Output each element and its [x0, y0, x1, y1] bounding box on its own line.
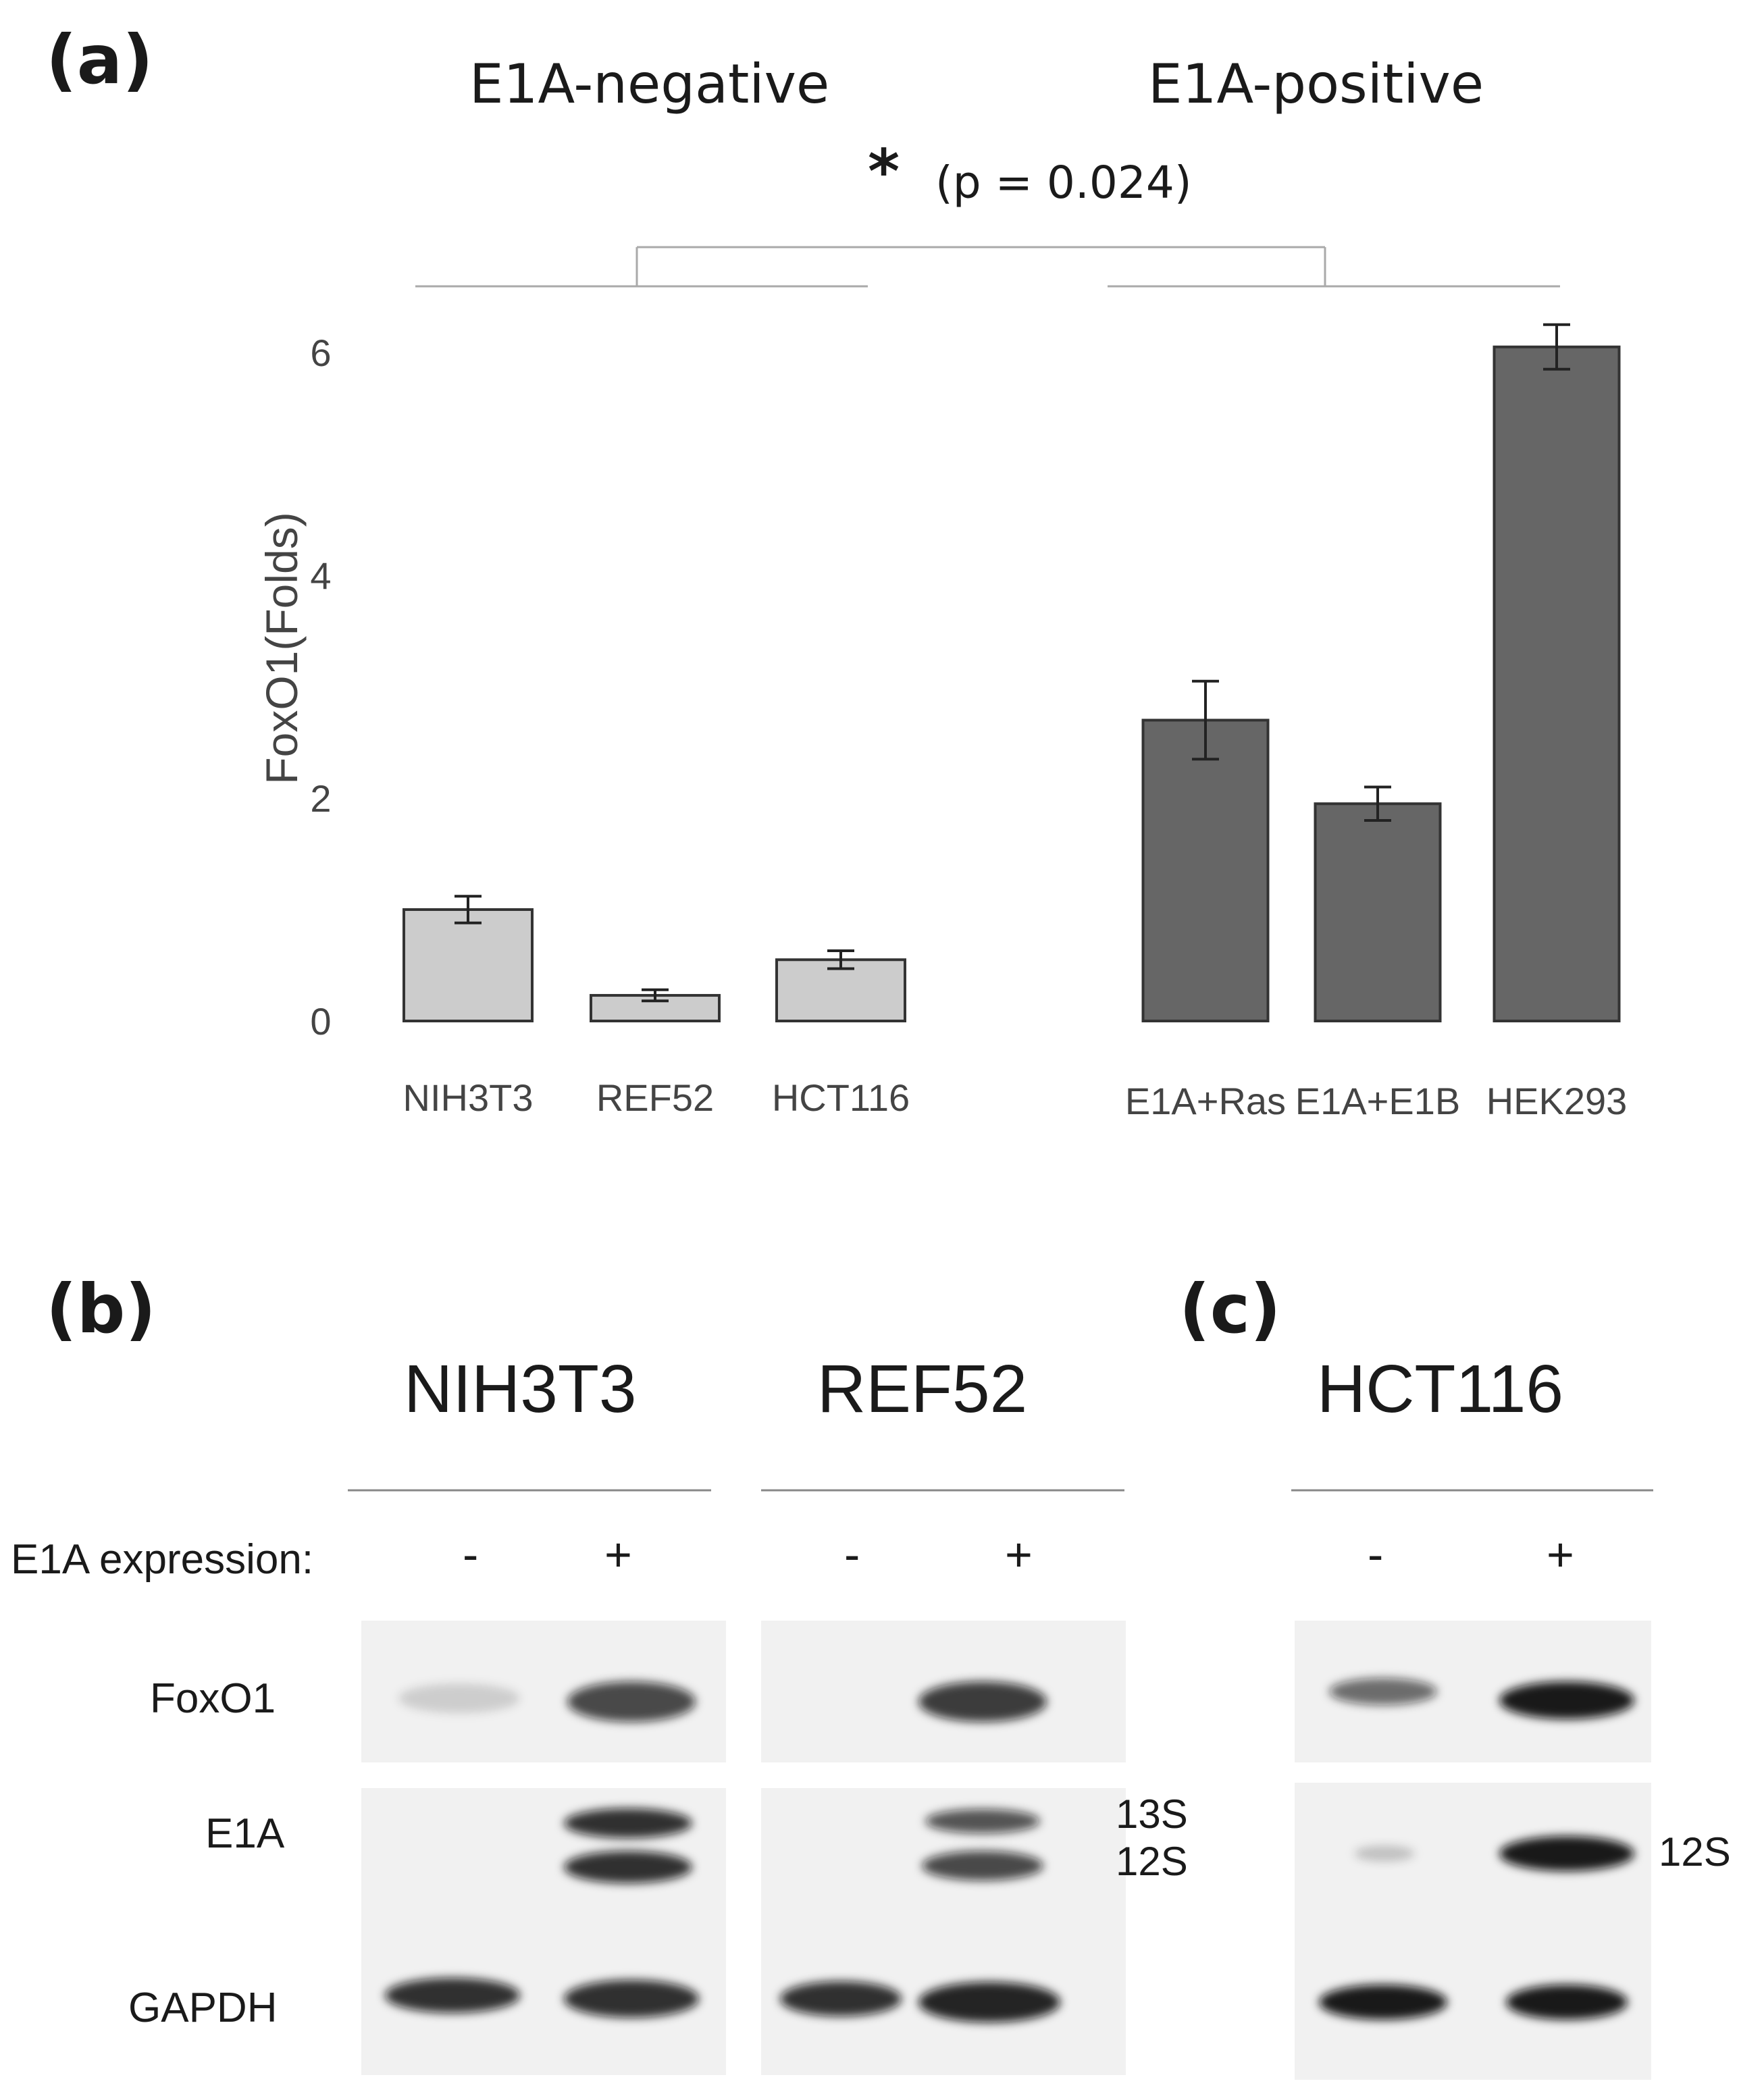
blot-band [1499, 1681, 1634, 1719]
sign-nih3t3-plus: + [604, 1528, 632, 1581]
row-label-foxo1: FoxO1 [150, 1675, 276, 1722]
western-blots [361, 1621, 1651, 2080]
blot-band [385, 1978, 520, 2013]
sign-ref52-minus: - [844, 1528, 860, 1581]
blot-band [1499, 1836, 1634, 1871]
x-tick-hek293: HEK293 [1486, 1080, 1628, 1122]
blot-band [1506, 1985, 1628, 2020]
bar-layer [403, 323, 1621, 1023]
blot-band [564, 1980, 699, 2018]
y-tick-layer: 0 2 4 6 [310, 332, 331, 1043]
blot-band [564, 1808, 692, 1838]
sign-hct116-minus: - [1368, 1528, 1384, 1581]
bar-e1a-ras [1141, 718, 1270, 1022]
panel-a-label: (a) [46, 20, 153, 99]
group-label-e1a-positive: E1A-positive [1148, 53, 1484, 115]
x-tick-e1a-ras: E1A+Ras [1125, 1080, 1286, 1122]
error-bar-e1a-ras [1192, 679, 1219, 761]
cell-line-title-hct116: HCT116 [1317, 1351, 1563, 1427]
panel-b-label: (b) [46, 1269, 156, 1348]
blot-band [1329, 1678, 1437, 1705]
e1a-expression-label: E1A expression: [11, 1536, 314, 1583]
blot-band [398, 1683, 520, 1713]
x-tick-hct116: HCT116 [772, 1076, 910, 1119]
bar-e1a-e1b [1314, 802, 1442, 1022]
y-tick-0: 0 [310, 1000, 331, 1043]
x-tick-layer: NIH3T3 REF52 HCT116 E1A+Ras E1A+E1B HEK293 [403, 1076, 1628, 1122]
blot-band [1319, 1985, 1447, 2020]
band-label-13s: 13S [1116, 1791, 1188, 1837]
blot-band [918, 1681, 1047, 1722]
blot-band [922, 1851, 1043, 1881]
x-tick-e1a-e1b: E1A+E1B [1295, 1080, 1460, 1122]
sign-hct116-plus: + [1547, 1528, 1574, 1581]
band-label-12s: 12S [1116, 1839, 1188, 1884]
sign-ref52-plus: + [1005, 1528, 1033, 1581]
y-tick-2: 2 [310, 777, 331, 820]
error-bar-hct116 [827, 949, 854, 970]
error-bar-e1a-e1b [1364, 785, 1391, 822]
blot-band [925, 1809, 1040, 1833]
error-bar-hek293 [1543, 323, 1570, 371]
group-label-e1a-negative: E1A-negative [469, 53, 830, 115]
row-label-gapdh: GAPDH [128, 1985, 278, 2031]
error-bar-ref52 [642, 988, 669, 1003]
y-tick-6: 6 [310, 332, 331, 374]
significance-p-value: (p = 0.024) [935, 157, 1192, 209]
significance-bracket [415, 246, 1560, 288]
row-label-e1a: E1A [205, 1810, 285, 1857]
blot-band [918, 1982, 1060, 2022]
blot-band [1354, 1845, 1415, 1862]
band-label-12s-hct116: 12S [1659, 1829, 1731, 1875]
bar-nih3t3 [403, 908, 534, 1022]
y-tick-4: 4 [310, 554, 331, 597]
blot-band [567, 1681, 696, 1722]
bar-hek293 [1493, 345, 1621, 1022]
panel-c-label: (c) [1179, 1269, 1281, 1348]
x-tick-nih3t3: NIH3T3 [403, 1076, 534, 1119]
cell-line-title-nih3t3: NIH3T3 [404, 1351, 637, 1427]
sign-nih3t3-minus: - [463, 1528, 479, 1581]
error-bar-nih3t3 [455, 895, 482, 924]
significance-star: * [868, 136, 900, 207]
blot-band [564, 1851, 692, 1883]
y-axis-label: FoxO1(Folds) [257, 512, 307, 784]
x-tick-ref52: REF52 [596, 1076, 714, 1119]
blot-band [780, 1981, 902, 2016]
cell-line-title-ref52: REF52 [817, 1351, 1028, 1427]
